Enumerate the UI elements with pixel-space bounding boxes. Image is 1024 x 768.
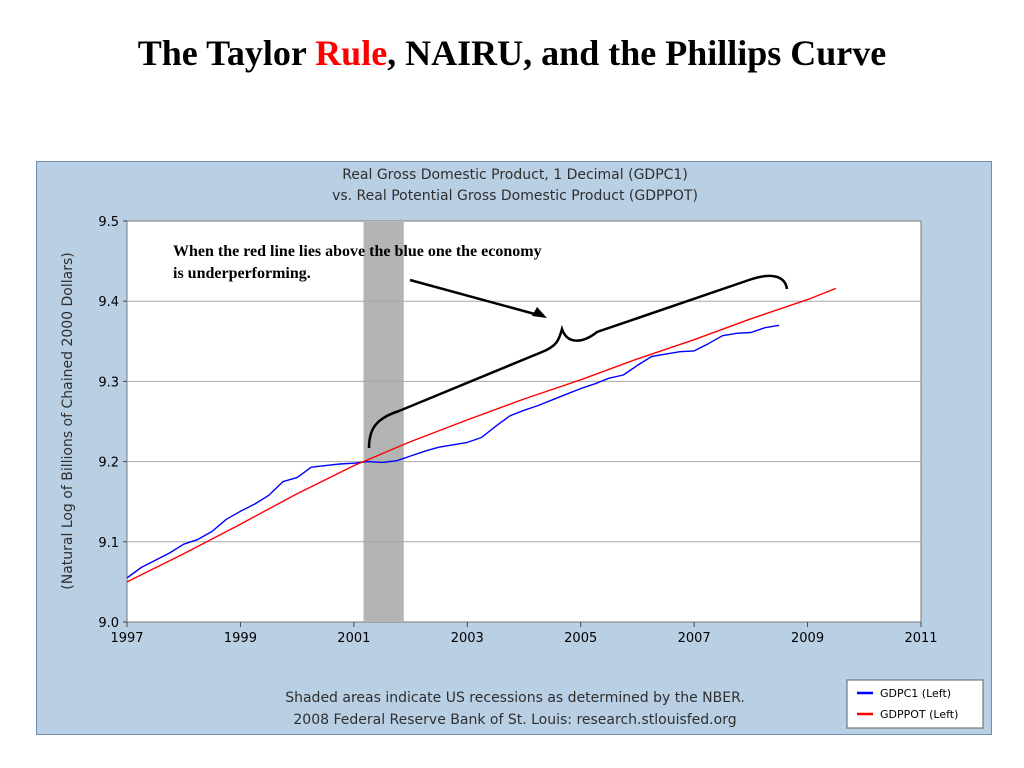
- gridlines: [127, 300, 921, 543]
- y-axis-label: (Natural Log of Billions of Chained 2000…: [60, 252, 76, 589]
- x-tick-label: 2007: [678, 631, 711, 646]
- annotation-line-1: When the red line lies above the blue on…: [173, 243, 542, 260]
- plot-area: [126, 220, 922, 623]
- x-tick-label: 2009: [791, 631, 824, 646]
- brace-annotation: [367, 274, 789, 449]
- axis-ticks: 9.0 9.1 9.2 9.3 9.4 9.5 1997 1999 2001 2003 2005 20…: [98, 215, 937, 646]
- recession-shading-layer: [363, 222, 404, 622]
- y-tick-label: 9.4: [98, 295, 119, 310]
- annotation-arrow-head: [532, 307, 547, 318]
- title-accent-word: Rule: [315, 33, 388, 73]
- annotation-line-2: is underperforming.: [173, 265, 311, 282]
- legend-box: [846, 679, 984, 729]
- legend-label-gdpc1: GDPC1 (Left): [880, 687, 951, 700]
- series-line-1: [126, 287, 837, 583]
- legend: GDPC1 (Left) GDPPOT (Left): [846, 679, 984, 729]
- y-tick-label: 9.5: [98, 215, 119, 230]
- x-tick-label: 1999: [224, 631, 257, 646]
- x-tick-label: 1997: [110, 631, 143, 646]
- legend-label-gdppot: GDPPOT (Left): [880, 708, 958, 721]
- y-tick-label: 9.1: [98, 536, 119, 551]
- annotation-arrow-shaft: [409, 278, 543, 318]
- recession-band: [363, 222, 404, 622]
- x-tick-label: 2011: [904, 631, 937, 646]
- x-tick-label: 2003: [451, 631, 484, 646]
- footer-note-2: 2008 Federal Reserve Bank of St. Louis: …: [293, 712, 736, 728]
- x-tick-label: 2001: [337, 631, 370, 646]
- page-title: The Taylor Rule, NAIRU, and the Phillips…: [0, 32, 1024, 74]
- chart-panel: Real Gross Domestic Product, 1 Decimal (…: [36, 161, 992, 735]
- chart-subtitle: vs. Real Potential Gross Domestic Produc…: [332, 188, 698, 204]
- series-line-0: [126, 324, 780, 579]
- y-tick-label: 9.2: [98, 456, 119, 471]
- series-lines: [126, 287, 837, 583]
- line-chart: Real Gross Domestic Product, 1 Decimal (…: [60, 167, 984, 729]
- title-text-end: , NAIRU, and the Phillips Curve: [387, 33, 887, 73]
- title-text-start: The Taylor: [137, 33, 316, 73]
- y-tick-label: 9.3: [98, 375, 119, 390]
- chart-title: Real Gross Domestic Product, 1 Decimal (…: [342, 167, 688, 183]
- y-tick-label: 9.0: [98, 616, 119, 631]
- x-tick-label: 2005: [564, 631, 597, 646]
- footer-note-1: Shaded areas indicate US recessions as d…: [285, 690, 745, 706]
